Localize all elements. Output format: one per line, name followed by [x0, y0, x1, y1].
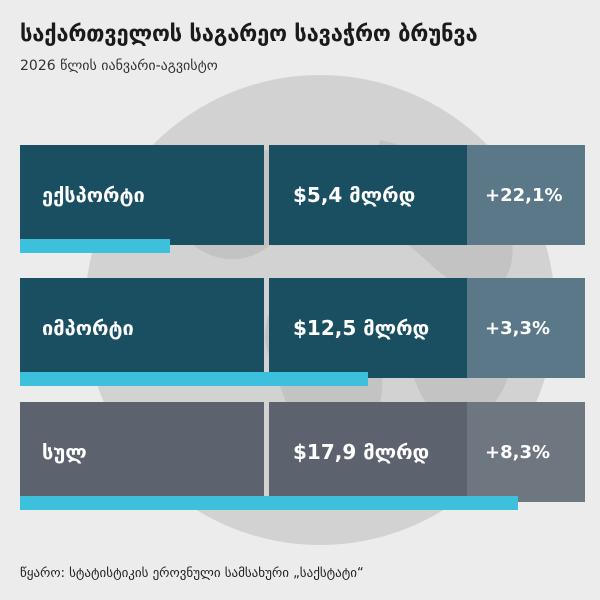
row-import: იმპორტი $12,5 მლრდ +3,3%	[20, 278, 585, 386]
row-value: $5,4 მლრდ	[269, 145, 467, 245]
row-label: სულ	[20, 402, 264, 502]
row-export: ექსპორტი $5,4 მლრდ +22,1%	[20, 145, 585, 253]
row-label: ექსპორტი	[20, 145, 264, 245]
value-bar-total	[20, 496, 518, 510]
value-bar-import	[20, 372, 368, 386]
row-label: იმპორტი	[20, 278, 264, 378]
row-value: $12,5 მლრდ	[269, 278, 467, 378]
source-note: წყარო: სტატისტიკის ეროვნული სამსახური „ს…	[20, 566, 364, 581]
page-title: საქართველოს საგარეო სავაჭრო ბრუნვა	[20, 22, 478, 47]
row-change: +3,3%	[467, 278, 585, 378]
page-subtitle: 2026 წლის იანვარი-აგვისტო	[20, 58, 218, 74]
row-change: +8,3%	[467, 402, 585, 502]
row-change: +22,1%	[467, 145, 585, 245]
value-bar-export	[20, 239, 170, 253]
row-value: $17,9 მლრდ	[269, 402, 467, 502]
row-total: სულ $17,9 მლრდ +8,3%	[20, 402, 585, 510]
